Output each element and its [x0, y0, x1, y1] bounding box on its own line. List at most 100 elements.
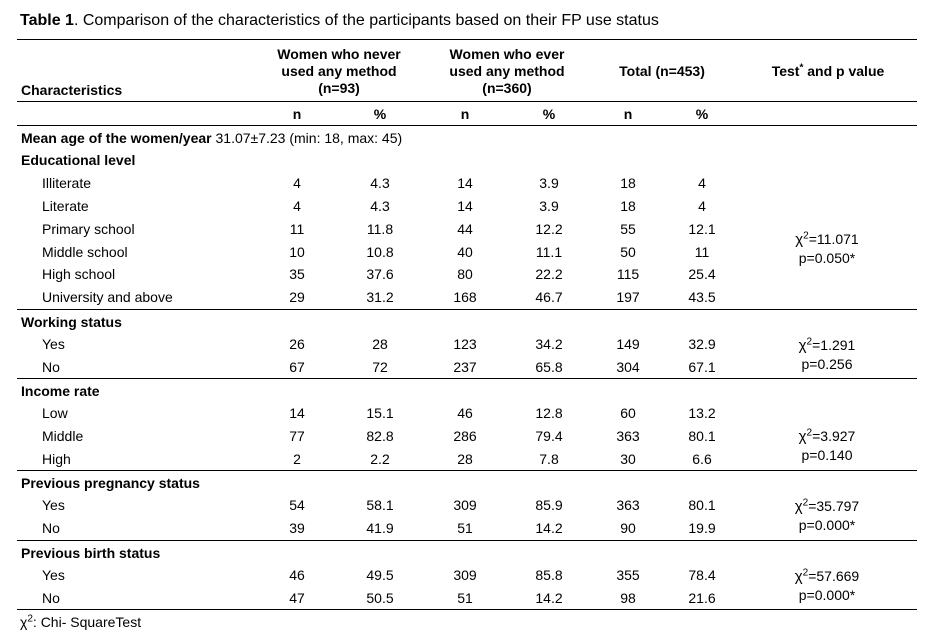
table-cell-n1: 39	[289, 520, 305, 536]
table-cell-p2: 3.9	[539, 198, 559, 214]
section-title: Income rate	[21, 383, 100, 399]
table-cell-n3: 304	[616, 359, 640, 375]
header-never-line3: (n=93)	[318, 80, 360, 96]
table-cell-p3: 11	[694, 244, 710, 260]
p-value: p=0.050*	[798, 250, 856, 266]
test-result: χ2=57.669 p=0.000*	[795, 567, 859, 604]
table-cell-p1: 4.3	[370, 175, 390, 191]
table-cell-p3: 12.1	[688, 221, 716, 237]
chi-value: =57.669	[808, 568, 860, 584]
table-cell-p3: 32.9	[688, 336, 716, 352]
chi-value: =1.291	[812, 337, 856, 353]
table-cell-p1: 28	[372, 336, 388, 352]
table-cell-p1: 15.1	[366, 405, 394, 421]
section-title: Previous pregnancy status	[21, 475, 200, 491]
test-statistic: χ2=11.071	[795, 230, 858, 249]
chi-symbol: χ	[798, 428, 807, 445]
section-rule-4	[17, 540, 917, 541]
table-cell-n3: 98	[620, 590, 636, 606]
table-cell-p1: 10.8	[366, 244, 394, 260]
section-title: Previous birth status	[21, 545, 161, 561]
chi-superscript: 2	[806, 427, 813, 439]
top-rule	[17, 39, 917, 40]
table-cell-n1: 54	[289, 497, 305, 513]
table-cell-n3: 197	[616, 289, 640, 305]
chi-symbol: χ	[794, 568, 803, 585]
row-label: University and above	[42, 289, 173, 305]
footnote-chi-symbol: χ	[20, 614, 28, 630]
header-ever-line2: used any method	[449, 63, 565, 79]
section-title: Working status	[21, 314, 122, 330]
row-label: Yes	[42, 336, 65, 352]
row-label: Yes	[42, 497, 65, 513]
header-test-suffix: and p value	[803, 63, 885, 79]
table-cell-n2: 309	[453, 497, 477, 513]
header-pct-ever: %	[542, 106, 556, 122]
section-rule-2	[17, 378, 917, 379]
table-cell-p2: 12.8	[535, 405, 563, 421]
mean-age-label: Mean age of the women/year	[21, 130, 212, 146]
header-never-line1: Women who never	[277, 46, 401, 62]
header-n-never: n	[292, 106, 302, 122]
header-ever-used: Women who ever used any method (n=360)	[449, 46, 564, 97]
test-statistic: χ2=35.797	[795, 497, 859, 516]
table-cell-p3: 19.9	[688, 520, 716, 536]
table-cell-n2: 51	[457, 590, 473, 606]
table-cell-p1: 11.8	[366, 221, 394, 237]
table-cell-n3: 55	[620, 221, 636, 237]
table-cell-n1: 10	[289, 244, 305, 260]
table-cell-p1: 37.6	[366, 266, 394, 282]
test-result: χ2=35.797 p=0.000*	[795, 497, 859, 534]
table-title: . Comparison of the characteristics of t…	[73, 12, 659, 29]
mean-age-value: 31.07±7.23 (min: 18, max: 45)	[211, 130, 403, 146]
table-cell-p3: 4	[698, 198, 706, 214]
table-cell-p3: 78.4	[688, 567, 716, 583]
header-pct-total: %	[695, 106, 709, 122]
header-ever-line1: Women who ever	[449, 46, 565, 62]
header-total: Total (n=453)	[619, 63, 705, 79]
section-title: Educational level	[21, 152, 136, 168]
header-never-used: Women who never used any method (n=93)	[277, 46, 400, 97]
table-cell-n2: 44	[457, 221, 473, 237]
table-cell-n2: 309	[453, 567, 477, 583]
table-cell-n3: 115	[616, 266, 640, 282]
table-cell-n1: 67	[289, 359, 305, 375]
table-cell-n3: 149	[616, 336, 640, 352]
table-cell-n3: 90	[620, 520, 636, 536]
table-cell-p3: 25.4	[688, 266, 716, 282]
p-value: p=0.256	[801, 356, 853, 372]
table-cell-p2: 85.9	[535, 497, 563, 513]
chi-symbol: χ	[794, 498, 803, 515]
section-rule-1	[17, 309, 917, 310]
section-rule-3	[17, 470, 917, 471]
table-cell-p3: 80.1	[688, 428, 716, 444]
table-cell-p2: 34.2	[535, 336, 563, 352]
test-statistic: χ2=3.927	[799, 427, 856, 446]
table-cell-n3: 18	[620, 198, 636, 214]
row-label: Middle	[42, 428, 84, 444]
chi-superscript: 2	[802, 567, 809, 579]
table-cell-n2: 28	[457, 451, 473, 467]
p-value: p=0.140	[801, 447, 853, 463]
row-label: Primary school	[42, 221, 135, 237]
p-value: p=0.000*	[798, 517, 856, 533]
table-cell-n2: 14	[457, 175, 473, 191]
test-result: χ2=3.927 p=0.140	[799, 427, 856, 464]
row-label: High school	[42, 266, 116, 282]
chi-superscript: 2	[803, 230, 809, 242]
table-cell-n2: 168	[453, 289, 477, 305]
table-cell-n3: 60	[620, 405, 636, 421]
table-cell-p1: 2.2	[370, 451, 390, 467]
table-cell-p3: 21.6	[688, 590, 716, 606]
table-cell-p2: 85.8	[535, 567, 563, 583]
test-statistic: χ2=57.669	[795, 567, 859, 586]
table-cell-n3: 50	[620, 244, 636, 260]
table-cell-p2: 14.2	[535, 520, 563, 536]
chi-superscript: 2	[806, 336, 813, 348]
table-cell-n1: 14	[289, 405, 305, 421]
table-cell-n1: 4	[293, 175, 301, 191]
chi-symbol: χ	[795, 231, 804, 248]
row-label: Low	[42, 405, 68, 421]
table-cell-n1: 26	[289, 336, 305, 352]
chi-value: =35.797	[808, 498, 860, 514]
